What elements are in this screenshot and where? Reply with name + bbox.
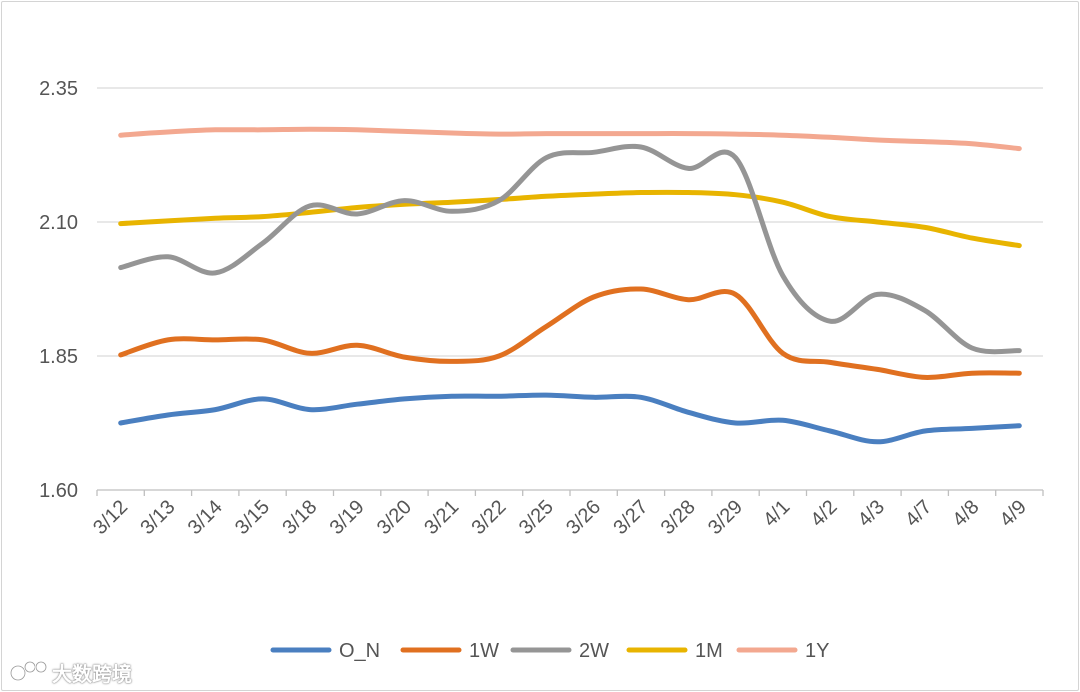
bee-logo-icon: [10, 660, 48, 682]
y-tick-label: 2.10: [39, 212, 78, 234]
x-tick-label: 3/14: [184, 496, 227, 539]
x-tick-label: 3/20: [373, 496, 416, 539]
x-tick-label: 4/7: [901, 496, 936, 531]
x-tick-label: 3/26: [562, 496, 605, 539]
x-tick-label: 3/25: [515, 496, 558, 539]
x-tick-label: 4/2: [806, 496, 841, 531]
x-tick-label: 3/29: [704, 496, 747, 539]
x-tick-label: 4/1: [759, 496, 794, 531]
x-tick-label: 3/19: [326, 496, 369, 539]
axes: 1.60 1.85 2.10 2.35 3/12 3/13 3/14 3/15 3/18 3/19…: [39, 78, 1044, 539]
series-line-on: [118, 392, 1022, 445]
series-lines: [118, 126, 1022, 445]
series-line-1y: [118, 126, 1022, 152]
series-line-1m: [118, 189, 1022, 249]
watermark-text: 大数跨境: [52, 661, 132, 686]
watermark: 大数跨境: [10, 658, 132, 686]
x-tick-label: 3/22: [467, 496, 510, 539]
legend-label: 1Y: [805, 640, 829, 662]
legend-label: 1M: [695, 640, 723, 662]
legend-label: 2W: [579, 640, 609, 662]
x-tick-label: 3/13: [136, 496, 179, 539]
y-tick-label: 1.85: [39, 346, 78, 368]
y-tick-label: 2.35: [39, 78, 78, 100]
x-tick-label: 3/18: [278, 496, 321, 539]
x-tick-label: 3/21: [420, 496, 463, 539]
x-tick-label: 4/9: [996, 496, 1031, 531]
series-line-1w: [118, 286, 1022, 380]
legend: O_N 1W 2W 1M 1Y: [270, 640, 829, 662]
legend-label: O_N: [339, 640, 380, 662]
x-tick-label: 3/12: [89, 496, 132, 539]
legend-label: 1W: [469, 640, 499, 662]
x-tick-label: 4/3: [854, 496, 889, 531]
series-line-2w: [118, 143, 1022, 355]
x-tick-label: 4/8: [948, 496, 983, 531]
y-tick-label: 1.60: [39, 480, 78, 502]
x-tick-label: 3/15: [231, 496, 274, 539]
x-tick-label: 3/28: [657, 496, 700, 539]
x-tick-label: 3/27: [609, 496, 652, 539]
